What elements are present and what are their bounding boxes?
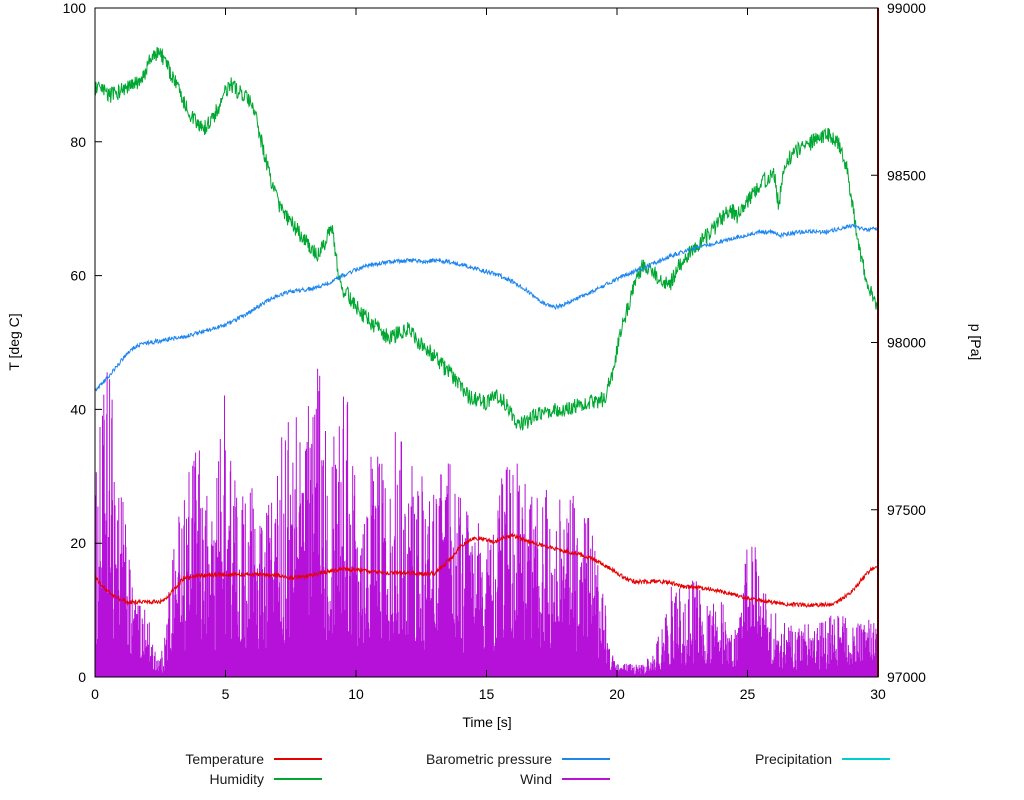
y2-tick-label: 98000 bbox=[887, 335, 926, 351]
x-axis-title: Time [s] bbox=[462, 714, 512, 730]
y-tick-label: 80 bbox=[70, 134, 86, 150]
y2-tick-label: 97500 bbox=[887, 502, 926, 518]
x-tick-label: 5 bbox=[222, 686, 230, 702]
x-tick-label: 0 bbox=[91, 686, 99, 702]
x-tick-label: 30 bbox=[870, 686, 886, 702]
series-temperature bbox=[94, 533, 879, 609]
y2-tick-label: 97000 bbox=[887, 669, 926, 685]
x-tick-label: 20 bbox=[609, 686, 625, 702]
x-tick-label: 10 bbox=[348, 686, 364, 702]
x-tick-label: 25 bbox=[740, 686, 756, 702]
series-barometric-pressure bbox=[94, 223, 879, 392]
y-tick-label: 0 bbox=[78, 669, 86, 685]
axis-ticks bbox=[94, 7, 879, 678]
x-tick-label: 15 bbox=[479, 686, 495, 702]
y-tick-label: 20 bbox=[70, 535, 86, 551]
series-wind bbox=[94, 368, 879, 677]
y2-axis-title: p [Pa] bbox=[968, 323, 984, 361]
y2-tick-label: 98500 bbox=[887, 167, 926, 183]
y-tick-label: 100 bbox=[63, 0, 87, 16]
y-tick-label: 40 bbox=[70, 401, 86, 417]
y2-tick-label: 99000 bbox=[887, 0, 926, 16]
y-axis-title: T [deg C] bbox=[6, 313, 22, 371]
y-tick-label: 60 bbox=[70, 268, 86, 284]
series-humidity bbox=[94, 46, 879, 431]
